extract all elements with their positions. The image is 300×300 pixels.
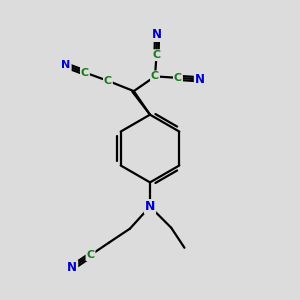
Text: C: C: [81, 68, 89, 78]
Text: N: N: [145, 200, 155, 213]
Text: C: C: [151, 71, 159, 81]
Text: N: N: [61, 61, 71, 70]
Text: N: N: [152, 28, 162, 41]
Text: N: N: [67, 261, 77, 274]
Text: C: C: [104, 76, 112, 86]
Text: N: N: [195, 73, 205, 86]
Text: C: C: [152, 50, 160, 60]
Text: C: C: [86, 250, 94, 260]
Text: C: C: [174, 73, 182, 83]
